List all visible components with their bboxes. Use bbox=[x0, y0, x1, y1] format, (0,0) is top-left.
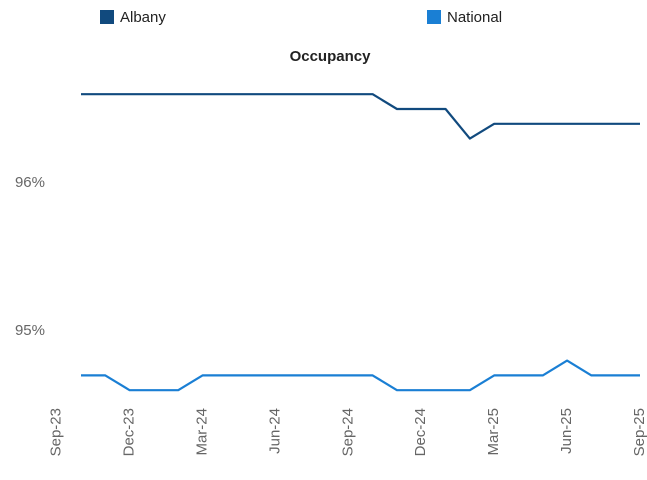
legend-swatch bbox=[100, 10, 114, 24]
x-tick-label: Dec-23 bbox=[121, 408, 138, 456]
x-tick-label: Mar-24 bbox=[193, 408, 210, 456]
x-tick-label: Mar-25 bbox=[485, 408, 502, 456]
x-tick-label: Jun-24 bbox=[266, 408, 283, 454]
x-tick-label: Sep-23 bbox=[48, 408, 65, 456]
legend-swatch bbox=[427, 10, 441, 24]
legend-label: Albany bbox=[120, 9, 166, 26]
x-tick-label: Sep-25 bbox=[631, 408, 647, 456]
legend-label: National bbox=[447, 9, 502, 26]
chart-title: Occupancy bbox=[290, 48, 372, 65]
series-line bbox=[81, 93, 640, 140]
y-tick-label: 96% bbox=[15, 174, 45, 191]
x-tick-label: Jun-25 bbox=[558, 408, 575, 454]
x-tick-label: Dec-24 bbox=[412, 408, 429, 456]
series-line bbox=[81, 359, 640, 392]
y-tick-label: 95% bbox=[15, 322, 45, 339]
x-tick-label: Sep-24 bbox=[339, 408, 356, 456]
